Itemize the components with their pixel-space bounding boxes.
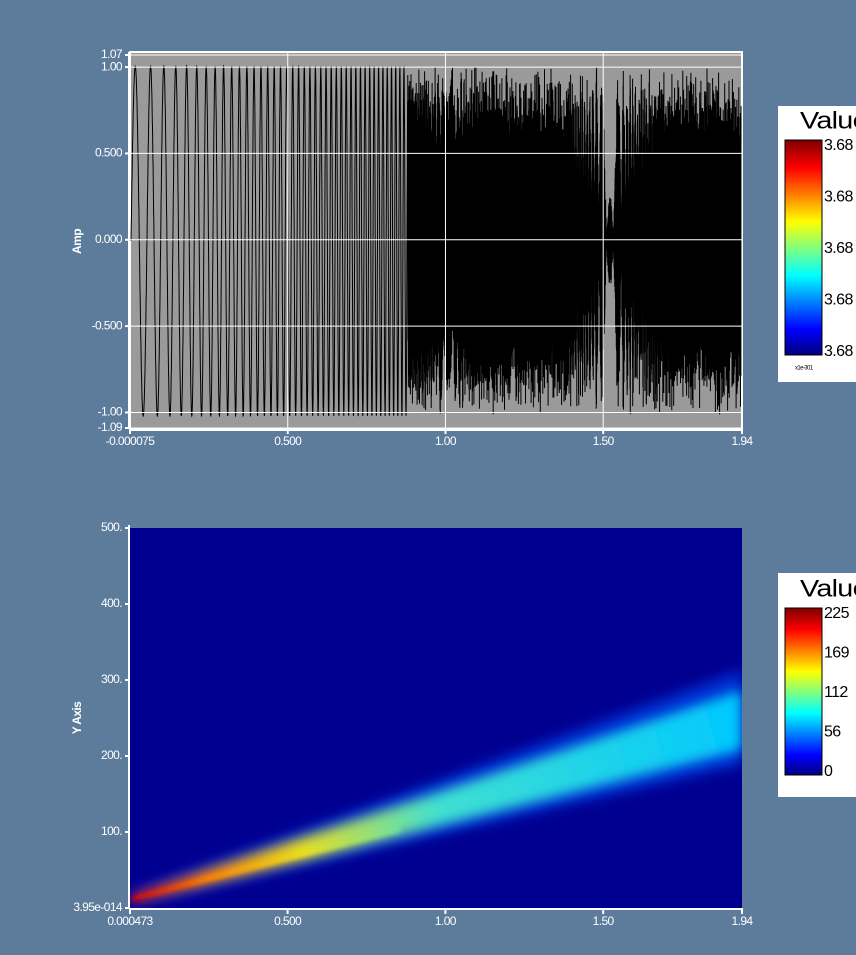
y-tick-label: 0.500	[95, 146, 123, 160]
legend-label: 3.68	[824, 343, 853, 360]
x-tick-label: 1.94	[732, 914, 754, 928]
y-tick-label: 1.00	[101, 59, 123, 73]
legend-label: 3.68	[824, 240, 853, 257]
legend-label: 225	[824, 605, 850, 622]
y-tick-label: 0.000	[95, 232, 123, 246]
y-tick-label: -0.500	[92, 318, 123, 332]
legend-label: 3.68	[824, 137, 853, 154]
legend-title: Value	[800, 575, 856, 602]
legend-title: Value	[800, 107, 856, 134]
legend-multiplier: x1e-301	[795, 366, 814, 372]
x-tick-label: 0.500	[274, 434, 302, 448]
legend-label: 169	[824, 645, 850, 662]
legend-label: 0	[824, 763, 833, 780]
y-axis-label: Amp	[70, 229, 84, 254]
legend-label: 3.68	[824, 189, 853, 206]
waveform	[130, 64, 742, 418]
spectrogram	[130, 528, 742, 908]
x-tick-label: 1.50	[593, 434, 615, 448]
y-tick-label: 500.	[101, 520, 122, 534]
y-tick-label: 200.	[101, 748, 122, 762]
x-tick-label: 0.000473	[107, 914, 153, 928]
y-axis-label: Y Axis	[70, 701, 84, 734]
y-tick-label: 300.	[101, 672, 122, 686]
y-tick-label: -1.09	[98, 420, 123, 434]
x-tick-label: 1.00	[435, 914, 457, 928]
y-tick-label: 400.	[101, 596, 122, 610]
legend-label: 112	[824, 684, 848, 701]
y-tick-label: -1.00	[98, 405, 123, 419]
x-tick-label: 1.50	[593, 914, 615, 928]
x-tick-label: 0.500	[274, 914, 302, 928]
legend-label: 3.68	[824, 292, 853, 309]
color-bar	[784, 607, 823, 776]
x-tick-label: 1.94	[732, 434, 754, 448]
y-tick-label: 1.07	[101, 47, 123, 61]
x-tick-label: 1.00	[435, 434, 457, 448]
x-tick-label: -0.000075	[106, 434, 156, 448]
color-bar	[784, 139, 823, 356]
y-tick-label: 100.	[101, 824, 122, 838]
legend-label: 56	[824, 724, 841, 741]
wave-line	[130, 64, 742, 418]
y-tick-label: 3.95e-014	[73, 900, 123, 914]
